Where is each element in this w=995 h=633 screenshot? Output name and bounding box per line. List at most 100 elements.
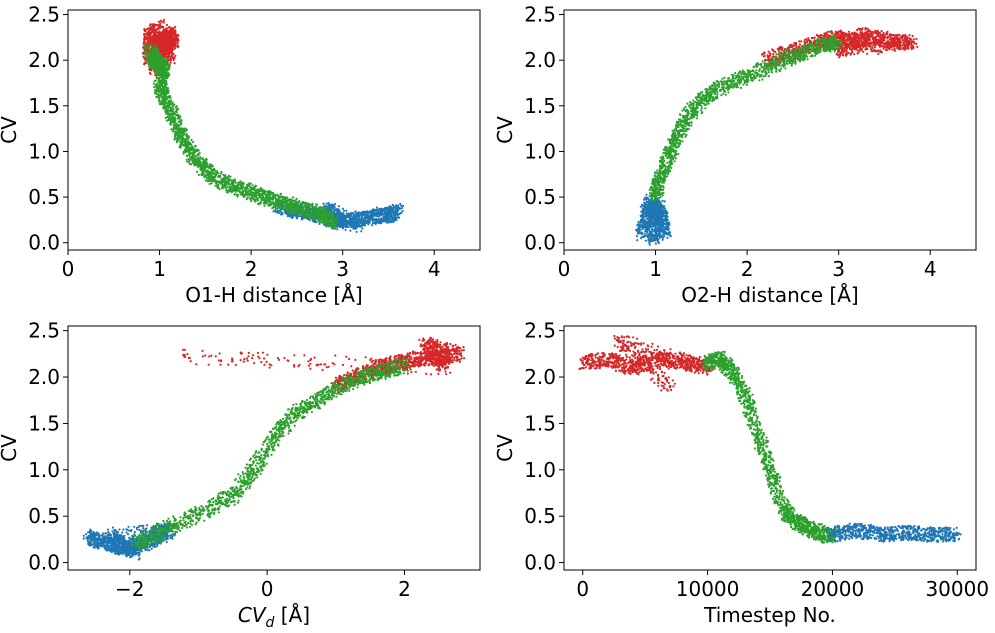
data-point xyxy=(261,189,264,192)
data-point xyxy=(204,160,207,164)
data-point xyxy=(168,95,171,98)
data-point xyxy=(397,216,401,219)
data-point xyxy=(206,179,209,182)
data-point xyxy=(164,42,167,45)
data-point xyxy=(162,26,165,29)
data-point xyxy=(144,46,147,50)
data-point xyxy=(383,216,386,220)
data-point xyxy=(176,139,179,142)
data-point xyxy=(155,43,158,46)
data-point xyxy=(258,203,261,206)
data-point xyxy=(261,195,264,199)
data-point xyxy=(318,220,321,223)
data-point xyxy=(321,213,324,216)
data-point xyxy=(348,217,351,220)
data-point xyxy=(393,218,396,221)
data-point xyxy=(338,216,341,220)
data-point xyxy=(190,138,193,142)
data-point xyxy=(293,212,296,215)
data-point xyxy=(151,59,154,63)
data-point xyxy=(188,152,192,156)
x-tick-label: 4 xyxy=(428,257,441,281)
data-point xyxy=(155,49,158,52)
data-point xyxy=(220,170,223,174)
x-tick-label: 0 xyxy=(62,257,75,281)
data-point xyxy=(215,170,218,173)
data-point xyxy=(312,205,315,208)
data-point xyxy=(157,55,160,58)
data-point xyxy=(157,32,160,35)
data-point xyxy=(171,114,174,117)
data-point xyxy=(285,205,288,208)
data-point xyxy=(336,228,339,231)
data-point xyxy=(291,215,294,218)
data-point xyxy=(153,40,156,43)
data-point xyxy=(163,93,166,96)
data-point xyxy=(331,222,334,226)
data-point xyxy=(172,130,175,133)
data-point xyxy=(355,222,358,225)
data-point xyxy=(185,158,188,161)
data-point xyxy=(281,199,284,202)
data-point xyxy=(188,160,191,163)
data-point xyxy=(158,96,161,100)
data-point xyxy=(323,218,326,221)
data-point xyxy=(170,102,173,105)
data-point xyxy=(173,36,176,39)
data-point xyxy=(158,64,161,67)
data-point xyxy=(164,89,167,92)
data-point xyxy=(167,34,170,38)
data-point xyxy=(143,56,146,59)
data-point xyxy=(181,140,184,143)
data-point xyxy=(178,136,182,139)
data-point xyxy=(323,210,326,213)
data-point xyxy=(182,151,185,154)
data-point xyxy=(201,173,204,177)
data-point xyxy=(315,208,318,211)
data-point xyxy=(370,211,374,214)
data-point xyxy=(155,36,158,39)
data-point xyxy=(148,43,151,46)
data-point xyxy=(175,128,178,131)
data-point xyxy=(263,202,266,205)
data-point xyxy=(272,210,275,213)
data-point xyxy=(282,204,285,207)
data-point xyxy=(308,219,311,222)
data-point xyxy=(354,210,357,213)
data-point xyxy=(209,164,212,168)
data-point xyxy=(293,205,296,208)
data-point xyxy=(158,79,161,82)
data-point xyxy=(335,218,338,221)
data-point xyxy=(251,196,254,199)
data-point xyxy=(177,113,180,117)
data-point xyxy=(149,33,152,36)
x-tick-label: 3 xyxy=(336,257,349,281)
data-point xyxy=(149,31,152,34)
data-point xyxy=(207,172,211,175)
data-point xyxy=(169,113,172,117)
data-point xyxy=(384,208,387,211)
data-point xyxy=(341,222,345,225)
data-point xyxy=(255,195,258,199)
data-point xyxy=(166,40,170,43)
data-point xyxy=(157,52,160,55)
data-point xyxy=(325,202,328,205)
data-point xyxy=(159,48,162,52)
data-point xyxy=(153,25,156,28)
data-point xyxy=(395,219,398,222)
data-point xyxy=(321,218,324,221)
data-point xyxy=(158,74,161,77)
data-point xyxy=(332,226,335,229)
data-point xyxy=(295,203,298,206)
data-point xyxy=(146,38,149,41)
data-point xyxy=(203,166,206,169)
data-point xyxy=(166,104,169,107)
data-point xyxy=(386,219,389,222)
data-point xyxy=(153,85,156,89)
data-point xyxy=(162,18,166,21)
data-point xyxy=(357,224,360,228)
data-point xyxy=(164,58,167,62)
data-point xyxy=(220,178,223,181)
data-point xyxy=(158,36,161,40)
